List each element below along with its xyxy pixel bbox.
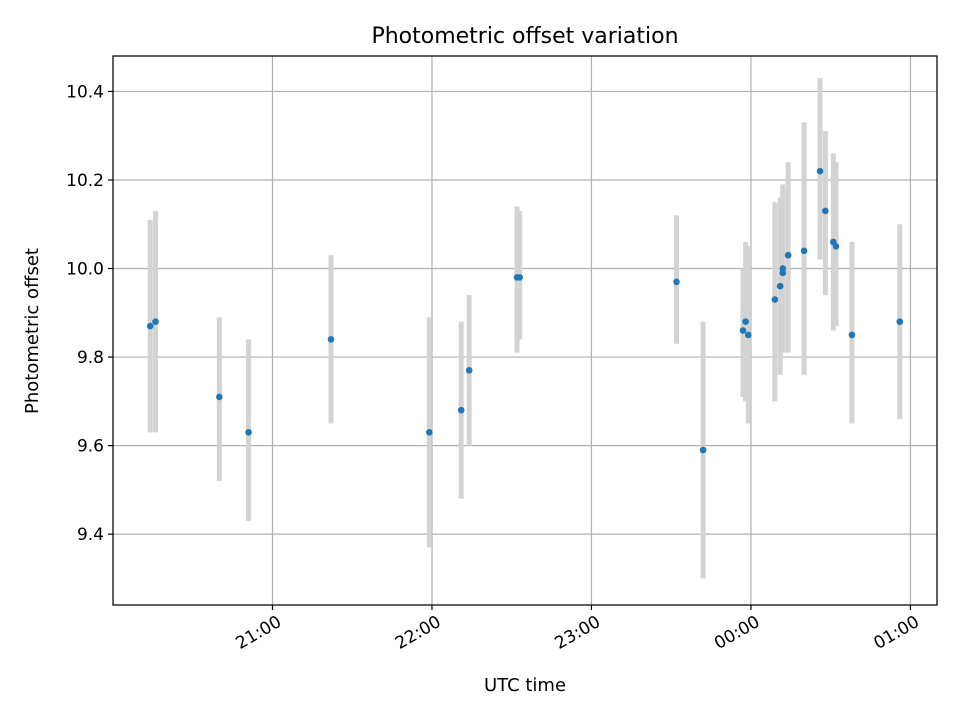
data-point xyxy=(516,274,523,281)
plot-area-frame xyxy=(112,55,938,606)
y-tick-label: 9.8 xyxy=(77,348,104,368)
data-point xyxy=(216,393,223,401)
y-tick-label: 9.6 xyxy=(77,437,104,457)
data-point xyxy=(816,167,824,175)
data-point xyxy=(742,318,749,325)
data-point xyxy=(832,243,840,250)
data-point xyxy=(457,406,465,414)
data-point xyxy=(426,429,433,436)
data-point xyxy=(779,269,787,277)
data-point xyxy=(245,429,252,436)
y-tick-label: 10.4 xyxy=(66,82,104,102)
data-point xyxy=(327,336,335,343)
y-tick-label: 9.4 xyxy=(77,525,104,545)
data-point xyxy=(146,322,154,330)
y-axis-label: Photometric offset xyxy=(22,248,43,414)
data-point xyxy=(152,318,159,325)
data-points xyxy=(146,167,904,454)
data-point xyxy=(699,446,707,454)
data-point xyxy=(771,296,779,303)
data-point xyxy=(848,331,856,339)
data-point xyxy=(784,251,792,259)
y-tick-label: 10.0 xyxy=(66,260,104,280)
y-tick-label: 10.2 xyxy=(66,171,104,191)
data-point xyxy=(744,331,752,339)
x-axis-label: UTC time xyxy=(484,675,566,696)
data-point xyxy=(896,318,904,325)
data-point xyxy=(739,327,747,334)
data-point xyxy=(673,278,680,286)
data-point xyxy=(465,367,473,374)
data-point xyxy=(776,282,784,290)
data-point xyxy=(800,247,808,255)
data-point xyxy=(822,207,829,215)
chart-title: Photometric offset variation xyxy=(371,24,678,49)
